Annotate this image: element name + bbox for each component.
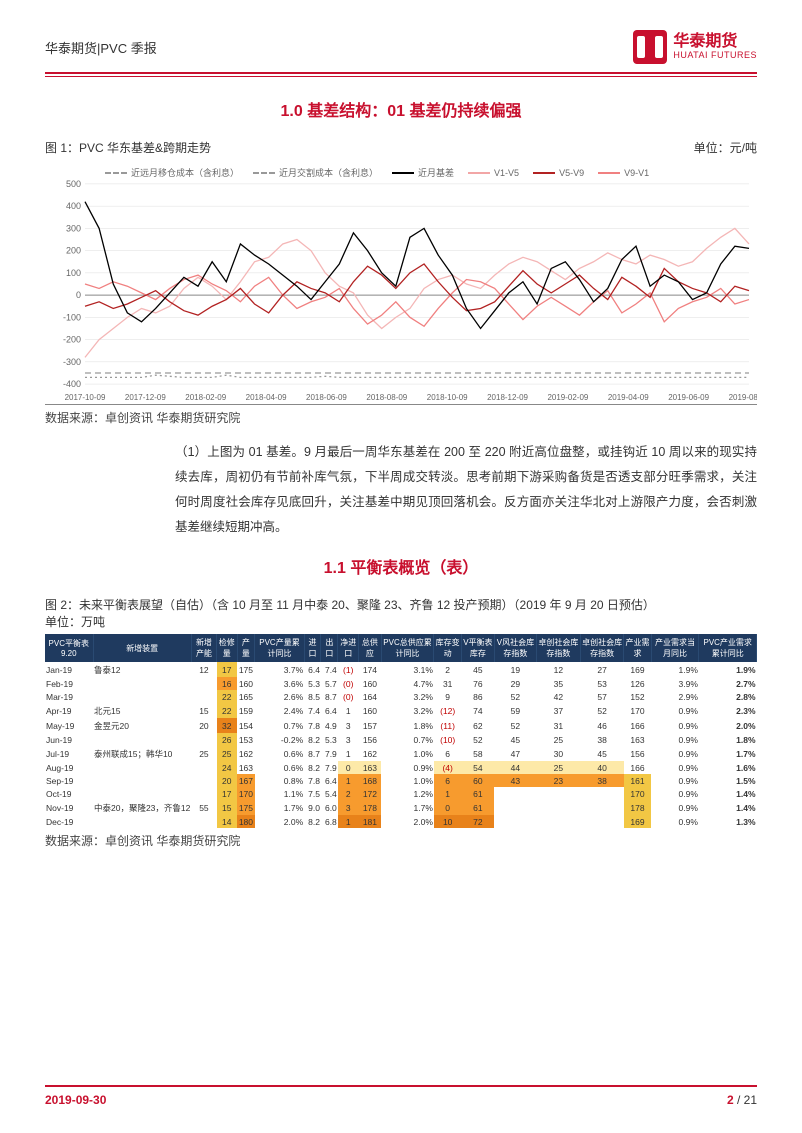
svg-text:-300: -300	[63, 357, 81, 367]
logo-icon	[633, 30, 667, 64]
svg-text:2019-06-09: 2019-06-09	[668, 393, 709, 402]
svg-text:2019-02-09: 2019-02-09	[547, 393, 588, 402]
svg-text:2017-12-09: 2017-12-09	[125, 393, 166, 402]
footer-date: 2019-09-30	[45, 1093, 106, 1107]
svg-text:2018-10-09: 2018-10-09	[427, 393, 468, 402]
fig1-unit: 单位：元/吨	[694, 139, 757, 156]
doc-title: 华泰期货|PVC 季报	[45, 38, 157, 57]
svg-text:2019-08-09: 2019-08-09	[729, 393, 757, 402]
svg-text:2018-06-09: 2018-06-09	[306, 393, 347, 402]
footer-page: 2 / 21	[727, 1093, 757, 1107]
fig2-caption: 图 2：未来平衡表展望（自估）（含 10 月至 11 月中泰 20、聚隆 23、…	[45, 596, 757, 613]
brand-logo: 华泰期货 HUATAI FUTURES	[633, 30, 757, 64]
svg-text:400: 400	[66, 201, 81, 211]
svg-text:-200: -200	[63, 335, 81, 345]
svg-text:2018-12-09: 2018-12-09	[487, 393, 528, 402]
fig2-unit: 单位：万吨	[45, 613, 757, 630]
fig1-source: 数据来源：卓创资讯 华泰期货研究院	[45, 409, 757, 426]
svg-text:2018-02-09: 2018-02-09	[185, 393, 226, 402]
section-2-title: 1.1 平衡表概览（表）	[45, 554, 757, 578]
svg-text:200: 200	[66, 246, 81, 256]
section-1-title: 1.0 基差结构：01 基差仍持续偏强	[45, 97, 757, 121]
balance-table: PVC平衡表 9.20新增装置新增产能检修量产量PVC产量累计同比进口出口净进口…	[45, 634, 757, 828]
basis-chart: 近远月移仓成本（含利息）近月交割成本（含利息）近月基差V1-V5V5-V9V9-…	[45, 160, 757, 405]
svg-text:500: 500	[66, 179, 81, 189]
fig1-caption: 图 1：PVC 华东基差&跨期走势	[45, 139, 211, 156]
svg-text:100: 100	[66, 268, 81, 278]
fig2-source: 数据来源：卓创资讯 华泰期货研究院	[45, 832, 757, 849]
svg-text:2018-04-09: 2018-04-09	[246, 393, 287, 402]
logo-en: HUATAI FUTURES	[673, 51, 757, 60]
svg-text:2019-04-09: 2019-04-09	[608, 393, 649, 402]
svg-text:2017-10-09: 2017-10-09	[65, 393, 106, 402]
svg-text:-400: -400	[63, 379, 81, 389]
svg-text:2018-08-09: 2018-08-09	[366, 393, 407, 402]
svg-text:300: 300	[66, 223, 81, 233]
body-paragraph-1: （1）上图为 01 基差。9 月最后一周华东基差在 200 至 220 附近高位…	[175, 440, 757, 540]
svg-text:-100: -100	[63, 312, 81, 322]
svg-text:0: 0	[76, 290, 81, 300]
logo-cn: 华泰期货	[673, 34, 757, 51]
